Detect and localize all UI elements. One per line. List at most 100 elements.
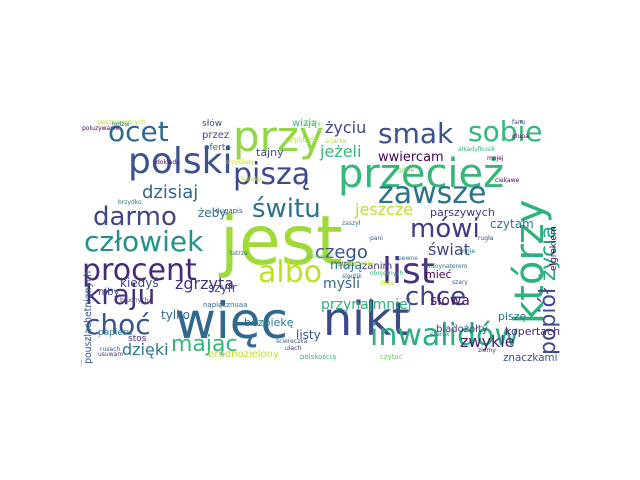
word: czytać bbox=[380, 353, 403, 361]
word: świtu bbox=[252, 194, 321, 224]
word: sobie bbox=[468, 116, 543, 148]
word: tylko bbox=[161, 308, 191, 322]
word: mojej bbox=[487, 155, 504, 162]
word: mając bbox=[171, 332, 238, 357]
word: wizją bbox=[292, 118, 318, 129]
word: przykłady bbox=[225, 159, 255, 166]
word: słów bbox=[202, 119, 223, 129]
word: darmo bbox=[93, 202, 177, 232]
word: przynajmniej bbox=[321, 297, 412, 313]
word: dzisiaj bbox=[142, 182, 199, 203]
word: myśli bbox=[323, 276, 360, 292]
word: szary bbox=[305, 120, 321, 127]
word: poluzywanie bbox=[82, 125, 120, 132]
word: zwykle bbox=[460, 332, 515, 351]
word: tajny bbox=[256, 146, 284, 159]
word: mnie bbox=[460, 248, 476, 255]
word: życiu bbox=[325, 118, 367, 137]
word: jeszcze bbox=[355, 200, 414, 219]
word: czytam bbox=[490, 217, 534, 231]
word: ciekawe bbox=[495, 177, 520, 184]
word: ocet bbox=[108, 116, 169, 148]
word: mają bbox=[330, 258, 363, 273]
word: zawsze bbox=[378, 176, 487, 211]
word: poszczególnych bbox=[98, 119, 146, 126]
word: więc bbox=[175, 292, 289, 350]
word: piszą bbox=[233, 157, 311, 192]
word: smak bbox=[378, 117, 454, 150]
word: zanim bbox=[362, 261, 393, 272]
word: alkadyfkusik bbox=[458, 146, 496, 153]
word: szyfr bbox=[208, 281, 237, 295]
word: szary bbox=[452, 279, 468, 286]
word: ordoynaterem bbox=[425, 263, 468, 270]
word: oferta bbox=[204, 143, 231, 153]
word: dieje bbox=[380, 280, 395, 287]
word: przez bbox=[202, 130, 230, 141]
word: świat bbox=[428, 240, 470, 259]
word: ściereczka bbox=[276, 338, 308, 345]
word: ściarka bbox=[325, 138, 347, 145]
word: czystość bbox=[285, 135, 320, 144]
word: polski bbox=[128, 141, 233, 182]
word: brzydko bbox=[118, 199, 142, 206]
word: rozerwę bbox=[82, 359, 83, 366]
word: znaczkami bbox=[503, 352, 558, 364]
word: inwalidów bbox=[370, 318, 519, 353]
word: glupa bbox=[512, 133, 529, 140]
word: albo bbox=[258, 255, 323, 290]
word: popiół bbox=[536, 287, 560, 355]
word: jest bbox=[220, 202, 343, 281]
word: ulach bbox=[285, 345, 302, 352]
word: napięcznuaa bbox=[203, 301, 248, 309]
word: pewne bbox=[398, 255, 418, 262]
word: słowa bbox=[430, 293, 470, 309]
word: kraju bbox=[85, 278, 156, 311]
word: przecież bbox=[338, 151, 505, 197]
word: bezpiekę bbox=[244, 316, 294, 329]
word: łodzie bbox=[112, 121, 130, 128]
word: gdzie bbox=[398, 167, 415, 174]
word: elgrekiem bbox=[549, 226, 559, 271]
word: rusach bbox=[100, 346, 121, 353]
word: fanu bbox=[512, 119, 526, 126]
word: sloutik bbox=[342, 273, 362, 280]
word: listy bbox=[296, 328, 321, 342]
word: ziemy bbox=[478, 347, 496, 354]
word: chce bbox=[405, 282, 467, 312]
word: brudnozielony bbox=[208, 349, 279, 360]
word: kaleka bbox=[242, 176, 262, 183]
word: przy bbox=[233, 116, 324, 161]
word: szarak bbox=[430, 331, 450, 338]
word: dzięki bbox=[122, 340, 169, 359]
word: tatrze bbox=[230, 250, 248, 257]
word: rugła bbox=[478, 235, 494, 242]
word: wwiercam bbox=[378, 150, 444, 165]
word: list bbox=[382, 251, 435, 292]
word: pamiętać bbox=[306, 253, 335, 260]
word: brudnych bbox=[120, 297, 149, 304]
word-cloud: jest więc przecież nikt przy polski któr… bbox=[80, 116, 560, 366]
word: mieć bbox=[425, 268, 452, 281]
word: niby bbox=[98, 287, 120, 298]
word: człowiek bbox=[84, 225, 204, 258]
word: obojętnych bbox=[370, 270, 404, 277]
word: bladożółty bbox=[436, 324, 488, 335]
word: jeżeli bbox=[320, 142, 362, 161]
word: pani bbox=[370, 235, 383, 242]
word: stos bbox=[128, 334, 147, 344]
word: papieru bbox=[98, 328, 133, 338]
word: zaszył bbox=[342, 220, 361, 227]
word: dokładu bbox=[156, 159, 180, 166]
word: usuwam bbox=[98, 351, 124, 358]
word: choć bbox=[85, 308, 151, 341]
word: procent bbox=[82, 253, 197, 288]
word: żeby bbox=[198, 206, 227, 220]
word: mówi bbox=[410, 214, 480, 244]
word: zgrzyta bbox=[175, 274, 235, 293]
word: dugapis bbox=[215, 207, 243, 215]
word: błęda bbox=[338, 261, 355, 268]
word: parszywych bbox=[430, 206, 495, 219]
word: nikt bbox=[323, 292, 410, 346]
word: sczerwienie bbox=[338, 260, 374, 267]
